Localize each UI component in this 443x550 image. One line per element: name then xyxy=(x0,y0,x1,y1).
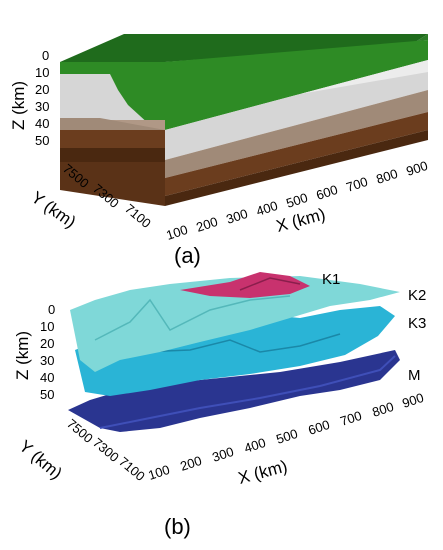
panel-a-z-axis: 0 10 20 30 40 50 Z (km) xyxy=(9,48,49,148)
x-tick: 100 xyxy=(164,222,189,243)
x-tick: 500 xyxy=(284,190,309,211)
z-tick: 50 xyxy=(35,133,49,148)
y-tick: 7100 xyxy=(122,201,154,231)
block-front-face xyxy=(60,62,165,162)
z-tick: 40 xyxy=(40,370,54,385)
z-tick: 20 xyxy=(35,82,49,97)
x-tick: 800 xyxy=(374,166,399,187)
block-top-face xyxy=(60,34,428,62)
surface-label: M xyxy=(408,367,421,384)
x-tick: 400 xyxy=(254,198,279,219)
z-tick: 40 xyxy=(35,116,49,131)
x-axis-title: X (km) xyxy=(274,205,327,236)
x-tick: 200 xyxy=(194,214,219,235)
z-tick: 30 xyxy=(40,353,54,368)
surface-k2-ridge xyxy=(94,295,291,341)
x-tick: 900 xyxy=(400,390,425,411)
surface-k2 xyxy=(70,276,400,372)
panel-b: K1 K2 K3 M 0 10 20 30 40 50 Z (km) 7500 … xyxy=(13,271,426,539)
x-axis-title: X (km) xyxy=(236,457,289,488)
x-tick: 300 xyxy=(224,206,249,227)
x-tick: 700 xyxy=(338,408,363,429)
x-tick: 700 xyxy=(344,174,369,195)
z-tick: 10 xyxy=(35,65,49,80)
x-tick: 600 xyxy=(306,417,331,438)
x-tick: 400 xyxy=(242,435,267,456)
z-tick: 30 xyxy=(35,99,49,114)
x-tick: 900 xyxy=(404,158,429,179)
y-tick: 7100 xyxy=(116,454,148,484)
surface-m xyxy=(68,350,400,432)
panel-a: 0 10 20 30 40 50 Z (km) 7500 7300 7100 Y… xyxy=(9,34,430,268)
surface-label: K1 xyxy=(322,271,340,288)
surface-k1-ridge xyxy=(239,277,301,291)
panel-b-x-axis: 100 200 300 400 500 600 700 800 900 X (k… xyxy=(146,390,425,488)
z-tick: 0 xyxy=(48,302,55,317)
x-tick: 100 xyxy=(146,462,171,483)
y-tick: 7300 xyxy=(90,435,122,465)
surface-label: K2 xyxy=(408,287,426,304)
block-side-face xyxy=(60,40,428,206)
y-axis-title: Y (km) xyxy=(28,188,80,232)
panel-a-x-axis: 100 200 300 400 500 600 700 800 900 X (k… xyxy=(164,158,429,243)
z-tick: 20 xyxy=(40,336,54,351)
x-tick: 800 xyxy=(370,399,395,420)
y-axis-title: Y (km) xyxy=(15,437,65,484)
panel-a-label: (a) xyxy=(174,243,201,268)
z-tick: 10 xyxy=(40,319,54,334)
x-tick: 300 xyxy=(210,444,235,465)
surface-m-highlight xyxy=(99,355,396,429)
x-tick: 500 xyxy=(274,426,299,447)
panel-b-label: (b) xyxy=(164,514,191,539)
x-tick: 600 xyxy=(314,182,339,203)
z-axis-title: Z (km) xyxy=(13,331,32,380)
surface-k1 xyxy=(180,272,310,298)
x-tick: 200 xyxy=(178,453,203,474)
z-tick: 50 xyxy=(40,387,54,402)
z-axis-title: Z (km) xyxy=(9,81,28,130)
z-tick: 0 xyxy=(42,48,49,63)
surface-label: K3 xyxy=(408,315,426,332)
panel-b-z-axis: 0 10 20 30 40 50 Z (km) xyxy=(13,302,55,402)
